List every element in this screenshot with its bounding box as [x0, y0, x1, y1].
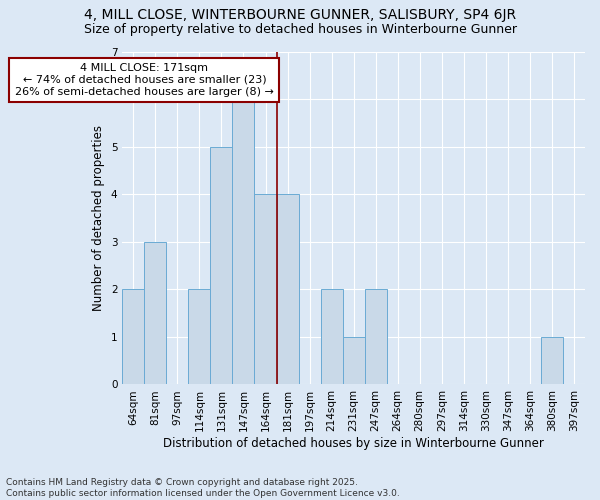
Bar: [343, 337, 365, 384]
Text: 4, MILL CLOSE, WINTERBOURNE GUNNER, SALISBURY, SP4 6JR: 4, MILL CLOSE, WINTERBOURNE GUNNER, SALI…: [84, 8, 516, 22]
X-axis label: Distribution of detached houses by size in Winterbourne Gunner: Distribution of detached houses by size …: [163, 437, 544, 450]
Text: Contains HM Land Registry data © Crown copyright and database right 2025.
Contai: Contains HM Land Registry data © Crown c…: [6, 478, 400, 498]
Y-axis label: Number of detached properties: Number of detached properties: [92, 125, 105, 311]
Bar: [232, 99, 254, 384]
Bar: [254, 194, 277, 384]
Text: 4 MILL CLOSE: 171sqm
← 74% of detached houses are smaller (23)
26% of semi-detac: 4 MILL CLOSE: 171sqm ← 74% of detached h…: [15, 64, 274, 96]
Bar: [365, 290, 386, 384]
Bar: [277, 194, 299, 384]
Bar: [320, 290, 343, 384]
Bar: [122, 290, 145, 384]
Bar: [188, 290, 211, 384]
Text: Size of property relative to detached houses in Winterbourne Gunner: Size of property relative to detached ho…: [83, 22, 517, 36]
Bar: [211, 146, 232, 384]
Bar: [541, 337, 563, 384]
Bar: [145, 242, 166, 384]
